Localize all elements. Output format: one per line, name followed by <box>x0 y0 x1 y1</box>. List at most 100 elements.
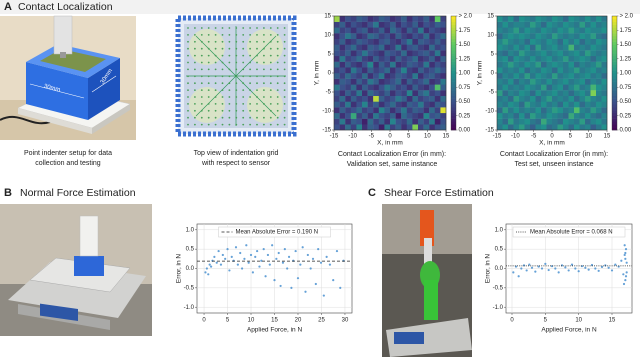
heat-cell <box>418 107 424 114</box>
rod <box>424 238 432 266</box>
heat-cell <box>502 50 509 57</box>
grid-dot <box>283 82 286 85</box>
heat-cell <box>563 61 569 68</box>
point <box>587 268 590 271</box>
colorbar-tick-label: 0.00 <box>620 128 632 134</box>
heat-cell <box>530 84 536 91</box>
grid-dot <box>249 61 252 64</box>
heat-cell <box>579 27 586 34</box>
heat-cell <box>362 67 368 74</box>
grid-dot <box>187 75 189 78</box>
heat-cell <box>508 112 514 119</box>
heat-cell <box>590 33 597 39</box>
point <box>622 273 625 276</box>
heat-cell <box>440 67 447 74</box>
heat-cell <box>434 16 441 22</box>
heat-cell <box>378 33 385 39</box>
heat-cell <box>579 67 586 74</box>
heat-cell <box>350 112 357 119</box>
grid-dot <box>269 47 272 50</box>
heat-cell <box>406 90 413 96</box>
y-tick-label: 1.0 <box>186 227 195 233</box>
point <box>625 271 628 274</box>
heat-cell <box>418 95 424 102</box>
colorbar-segment <box>612 92 617 97</box>
heat-cell <box>395 107 402 114</box>
point <box>624 248 628 251</box>
heat-cell <box>530 107 536 114</box>
heat-cell <box>557 90 564 96</box>
grid-dot <box>249 68 252 71</box>
heat-cell <box>429 90 435 96</box>
heat-cell <box>362 44 368 51</box>
heat-cell <box>552 95 558 102</box>
grid-dot <box>242 96 245 98</box>
y-axis-label: Error, in N <box>485 254 492 284</box>
heat-cell <box>350 50 357 57</box>
heat-cell <box>579 55 586 62</box>
heat-cell <box>334 95 340 102</box>
heat-cell <box>574 33 580 39</box>
heat-cell <box>440 73 447 79</box>
sensor <box>74 256 104 276</box>
heat-cell <box>546 27 553 34</box>
heat-cell <box>395 112 402 119</box>
heat-cell <box>508 16 514 22</box>
heat-cell <box>412 78 419 85</box>
heat-cell <box>401 107 407 114</box>
colorbar-segment <box>612 41 617 45</box>
grid-dot <box>276 75 279 78</box>
heat-cell <box>339 124 346 131</box>
heat-cell <box>356 27 363 34</box>
heat-cell <box>541 101 547 108</box>
point <box>325 255 328 258</box>
grid-dot <box>242 47 245 50</box>
grid-dot <box>249 40 252 43</box>
heat-cell <box>401 95 407 102</box>
heat-cell <box>440 44 447 51</box>
indenter-tip <box>60 52 66 58</box>
heat-cell <box>596 90 602 96</box>
heat-cell <box>552 118 558 125</box>
x-tick-label: 15 <box>609 318 616 324</box>
heat-cell <box>508 118 514 125</box>
heat-cell <box>590 67 597 74</box>
photo-label: 30mm <box>43 84 61 94</box>
colorbar-segment <box>612 16 617 20</box>
heat-cell <box>356 44 363 51</box>
colorbar-segment <box>612 73 617 77</box>
heat-cell <box>519 90 525 96</box>
heat-cell <box>585 21 591 28</box>
heat-cell <box>502 78 509 85</box>
point <box>314 282 317 286</box>
heat-cell <box>345 124 351 131</box>
heat-cell <box>497 61 503 68</box>
grid-dot <box>200 40 203 43</box>
x-tick-label: 20 <box>295 318 302 324</box>
colorbar-segment <box>612 55 617 60</box>
heat-cell <box>339 61 346 68</box>
heat-cell <box>546 33 553 39</box>
y-tick-label: 0.0 <box>495 266 504 272</box>
grid-dot <box>283 34 286 36</box>
heat-cell <box>350 73 357 79</box>
heat-cell <box>601 118 608 125</box>
grid-dot <box>214 82 217 85</box>
heat-cell <box>345 90 351 96</box>
point <box>624 275 628 278</box>
heat-cell <box>557 44 564 51</box>
heat-cell <box>568 67 575 74</box>
grid-dot <box>283 40 286 43</box>
grid-dot <box>221 40 224 43</box>
grid-dot <box>242 123 245 126</box>
heat-cell <box>423 55 430 62</box>
heat-cell <box>513 101 520 108</box>
point <box>600 265 604 269</box>
heat-cell <box>513 107 520 114</box>
heat-cell <box>541 61 547 68</box>
heat-cell <box>373 101 379 108</box>
heat-cell <box>508 124 514 131</box>
heat-cell <box>384 67 391 74</box>
heat-cell <box>390 16 396 22</box>
heat-cell <box>423 33 430 39</box>
